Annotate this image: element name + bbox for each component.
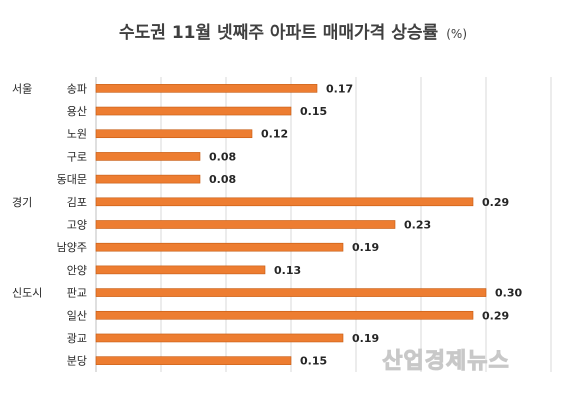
chart-title: 수도권 11월 넷째주 아파트 매매가격 상승률 (%) [119,23,467,43]
bar-남양주 [95,242,344,252]
bar-분당 [95,356,292,365]
value-label: 0.15 [300,105,327,118]
category-label: 노원 [67,128,87,141]
category-label: 고양 [67,219,87,232]
bar-노원 [95,129,253,139]
bar-송파 [95,84,318,93]
group-label: 신도시 [12,287,42,300]
group-label: 서울 [12,82,32,95]
value-label: 0.19 [352,332,379,345]
category-label: 안양 [67,264,87,277]
value-label: 0.29 [482,196,509,209]
category-label: 남양주 [57,241,87,254]
category-label: 김포 [67,196,87,209]
bar-판교 [95,288,487,297]
bars [95,84,487,365]
bar-안양 [95,265,266,275]
bar-일산 [95,310,474,320]
category-label: 동대문 [57,173,87,186]
value-labels: 0.17 0.15 0.12 0.08 0.08 0.29 0.23 0.19 0.13 0.30… [209,82,522,367]
value-label: 0.15 [300,355,327,368]
value-label: 0.08 [209,173,236,186]
bar-용산 [95,106,292,116]
value-label: 0.17 [326,82,353,95]
value-label: 0.19 [352,241,379,254]
category-label: 분당 [67,355,87,368]
watermark: 산업경제뉴스 [382,349,509,374]
chart-title-unit: (%) [446,27,467,41]
category-label: 광교 [67,332,87,345]
value-label: 0.29 [482,309,509,322]
category-label: 송파 [67,82,87,95]
value-label: 0.08 [209,150,236,163]
value-label: 0.30 [495,287,522,300]
category-label: 구로 [67,150,87,163]
bar-김포 [95,197,474,207]
bar-광교 [95,333,344,343]
bar-구로 [95,152,201,161]
value-label: 0.12 [261,128,288,141]
group-label: 경기 [12,196,32,209]
value-label: 0.13 [274,264,301,277]
bar-고양 [95,220,396,229]
bar-동대문 [95,174,201,184]
value-label: 0.23 [404,219,431,232]
category-label: 판교 [67,287,87,300]
chart-title-main: 수도권 11월 넷째주 아파트 매매가격 상승률 [119,23,438,43]
category-label: 일산 [67,308,87,322]
category-label: 용산 [67,105,87,118]
